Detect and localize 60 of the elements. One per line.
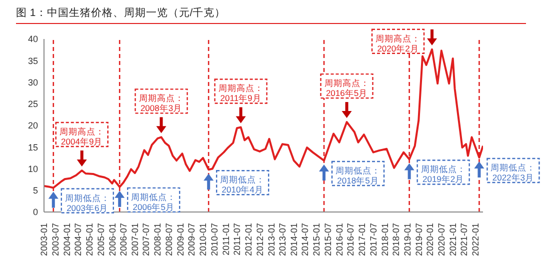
- x-tick-label: 2021-01: [448, 223, 458, 256]
- x-tick-label: 2008-07: [164, 223, 174, 256]
- annotation: 周期低点： 2006年5月: [131, 192, 176, 212]
- x-tick-label: 2014-07: [300, 223, 310, 256]
- y-tick-label: 30: [28, 77, 38, 88]
- x-tick-label: 2013-01: [266, 223, 276, 256]
- x-tick-label: 2012-01: [244, 223, 254, 256]
- y-tick-label: 10: [28, 164, 38, 174]
- x-tick-label: 2022-01: [470, 223, 481, 256]
- annotation: 周期低点： 2019年2月: [420, 164, 466, 184]
- annotation: 周期高点： 2008年3月: [138, 93, 184, 114]
- annotation: 周期低点： 2003年6月: [64, 192, 110, 213]
- x-tick-label: 2016-01: [334, 223, 344, 256]
- x-tick-label: 2020-01: [425, 223, 436, 256]
- x-tick-label: 2012-07: [254, 223, 265, 256]
- x-tick-label: 2015-07: [322, 223, 333, 256]
- x-tick-label: 2004-01: [62, 223, 72, 256]
- x-tick-label: 2019-01: [402, 223, 413, 256]
- x-tick-label: 2020-07: [436, 223, 447, 256]
- x-tick-label: 2008-01: [152, 223, 163, 256]
- x-tick-label: 2006-07: [118, 223, 129, 256]
- y-tick-label: 0: [32, 207, 38, 218]
- annotation: 周期高点： 2020年2月: [376, 33, 421, 54]
- annotation: 周期高点： 2016年5月: [324, 78, 370, 98]
- x-tick-label: 2017-01: [357, 223, 368, 256]
- x-tick-label: 2017-07: [368, 223, 378, 256]
- x-tick-label: 2003-07: [50, 223, 60, 256]
- x-tick-label: 2021-07: [459, 223, 470, 256]
- x-tick-label: 2015-01: [312, 223, 322, 256]
- y-tick-label: 35: [28, 56, 38, 66]
- x-tick-label: 2011-01: [220, 223, 231, 256]
- annotation: 周期高点： 2011年9月: [218, 83, 264, 104]
- y-tick-label: 20: [28, 120, 38, 131]
- annotation: 周期高点： 2004年9月: [59, 126, 104, 146]
- x-tick-label: 2007-01: [130, 223, 140, 256]
- x-tick-label: 2003-01: [39, 223, 50, 256]
- x-tick-label: 2011-07: [232, 223, 242, 256]
- x-tick-label: 2013-07: [278, 223, 288, 256]
- x-tick-label: 2005-01: [84, 223, 95, 256]
- x-tick-label: 2014-01: [288, 223, 299, 256]
- y-tick-label: 15: [28, 142, 38, 152]
- x-tick-label: 2018-07: [391, 223, 402, 256]
- x-tick-label: 2018-01: [380, 223, 390, 256]
- x-tick-label: 2010-01: [198, 223, 208, 256]
- x-tick-label: 2005-07: [96, 223, 106, 256]
- y-tick-label: 25: [28, 99, 38, 110]
- annotation: 周期低点： 2022年3月: [490, 162, 536, 183]
- x-tick-label: 2007-07: [141, 223, 152, 256]
- y-tick-label: 40: [28, 34, 38, 44]
- x-tick-label: 2019-07: [414, 223, 424, 256]
- annotation: 周期低点： 2010年4月: [220, 174, 266, 195]
- y-tick-label: 5: [32, 186, 38, 196]
- x-tick-label: 2010-07: [209, 223, 220, 256]
- x-tick-label: 2006-01: [107, 223, 118, 256]
- x-tick-label: 2004-07: [73, 223, 84, 256]
- x-tick-label: 2009-07: [186, 223, 197, 256]
- x-tick-label: 2009-01: [175, 223, 186, 256]
- annotation: 周期低点： 2018年5月: [336, 166, 380, 186]
- chart-title: 图 1：中国生猪价格、周期一览（元/千克）: [16, 6, 226, 20]
- x-tick-label: 2016-07: [346, 223, 356, 256]
